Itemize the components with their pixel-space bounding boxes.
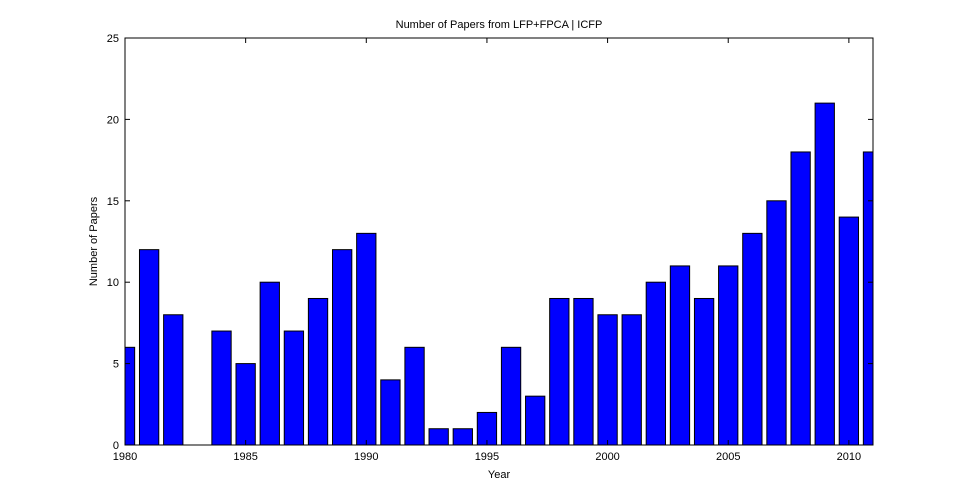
axis-ticks: 1980 1985 1990 1995 2000 2005 2010 0 5 10 15 20 25	[107, 33, 873, 463]
bar-1997	[525, 395, 546, 445]
bar-2007	[766, 200, 787, 445]
bar-1995	[476, 411, 498, 445]
y-tick-label: 20	[107, 114, 119, 126]
bar-1990	[356, 232, 377, 445]
bar-1996	[500, 346, 522, 445]
x-tick-label: 2010	[837, 451, 861, 463]
chart-title: Number of Papers from LFP+FPCA | ICFP	[396, 19, 603, 31]
bar-1986	[259, 281, 280, 445]
bar-2009	[814, 102, 835, 445]
y-tick-label: 5	[113, 359, 119, 371]
x-axis-label: Year	[488, 469, 511, 481]
y-tick-label: 15	[107, 196, 119, 208]
y-tick-label: 10	[107, 277, 119, 289]
bar-2004	[693, 297, 715, 445]
bar-1993	[428, 428, 449, 445]
bar-2003	[669, 265, 691, 445]
x-tick-label: 2005	[716, 451, 740, 463]
bars-group	[125, 102, 873, 445]
bar-2011	[862, 151, 873, 445]
bar-1989	[332, 249, 353, 445]
y-tick-label: 0	[113, 440, 119, 452]
bar-1991	[380, 379, 401, 445]
bar-2008	[790, 151, 811, 445]
bar-1992	[404, 346, 425, 445]
bar-2006	[742, 232, 763, 445]
bar-1981	[138, 249, 160, 445]
bar-2005	[718, 265, 739, 445]
bar-2010	[838, 216, 860, 445]
y-tick-label: 25	[107, 33, 119, 45]
bar-1984	[211, 330, 232, 445]
bar-1988	[307, 297, 329, 445]
bar-1985	[235, 363, 256, 445]
x-tick-label: 1980	[113, 451, 137, 463]
bar-1999	[573, 297, 594, 445]
x-tick-label: 1995	[475, 451, 499, 463]
bar-1994	[452, 428, 473, 445]
y-axis-label: Number of Papers	[88, 196, 100, 286]
bar-2001	[621, 314, 642, 445]
x-tick-label: 2000	[595, 451, 619, 463]
bar-1987	[283, 330, 305, 445]
plot-area-frame	[124, 37, 874, 446]
bar-1998	[549, 297, 570, 445]
bar-2000	[597, 314, 618, 445]
bar-1982	[163, 314, 184, 445]
bar-2002	[645, 281, 666, 445]
x-tick-label: 1985	[233, 451, 257, 463]
x-tick-label: 1990	[354, 451, 378, 463]
